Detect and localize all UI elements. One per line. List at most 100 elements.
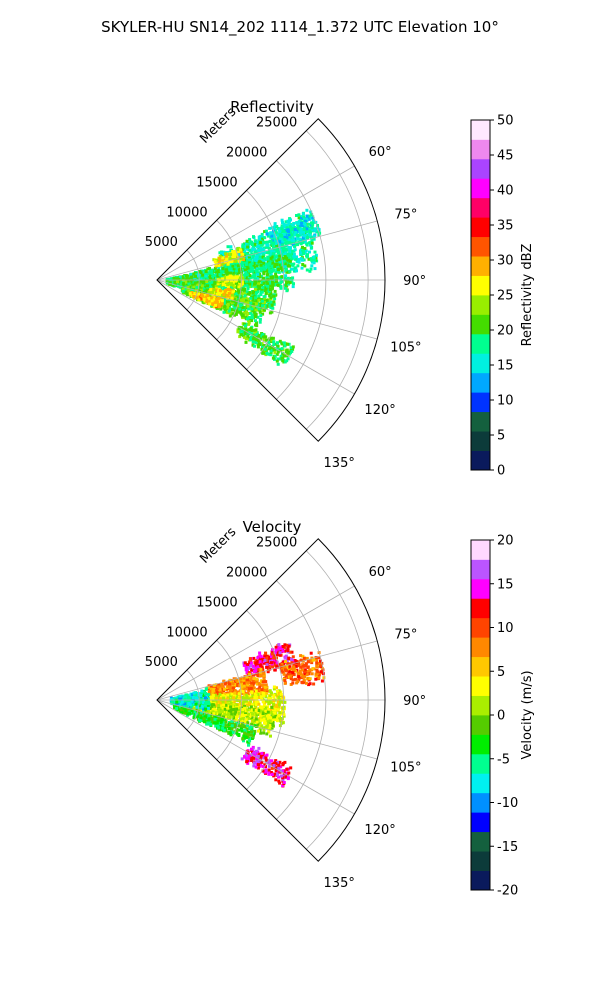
echo-gate <box>309 235 313 239</box>
echo-gate <box>250 269 254 273</box>
echo-gate <box>234 269 238 273</box>
echo-gate <box>259 246 263 250</box>
echo-gate <box>306 676 310 680</box>
echo-gate <box>215 298 219 301</box>
echo-gate <box>225 274 229 278</box>
echo-gate <box>254 268 258 272</box>
radial-tick-label: 10000 <box>166 205 207 220</box>
echo-gate <box>236 275 240 279</box>
echo-gate <box>228 686 232 690</box>
echo-gate <box>181 289 185 293</box>
echo-gate <box>305 227 309 231</box>
echo-gate <box>285 658 289 662</box>
echo-gate <box>244 242 248 246</box>
echo-gate <box>283 255 287 258</box>
echo-gate <box>239 683 243 687</box>
echo-gate <box>289 346 293 350</box>
echo-gate <box>238 680 242 684</box>
echo-gate <box>247 689 251 693</box>
echo-gate <box>284 251 288 255</box>
echo-gate <box>220 251 223 255</box>
reflectivity-panel: Reflectivity 500010000150002000025000Met… <box>145 98 535 479</box>
echo-gate <box>241 276 245 280</box>
echo-gate <box>316 670 320 674</box>
echo-gate <box>244 337 248 341</box>
echo-gate <box>233 689 237 693</box>
echo-gate <box>292 673 296 677</box>
echo-gate <box>280 241 284 245</box>
echo-gate <box>236 250 240 253</box>
echo-gate <box>255 334 259 338</box>
echo-gate <box>207 291 211 295</box>
echo-gate <box>210 299 214 303</box>
echo-gate <box>224 300 228 304</box>
echo-gate <box>238 267 242 271</box>
echo-gate <box>295 233 299 237</box>
echo-gate <box>261 304 264 308</box>
echo-gate <box>232 285 236 289</box>
echo-gate <box>308 250 311 254</box>
echo-gate <box>264 651 267 655</box>
echo-gate <box>287 258 290 262</box>
azimuth-tick-label: 90° <box>403 274 426 289</box>
echo-gate <box>263 308 266 312</box>
echo-gate <box>247 307 251 311</box>
echo-gate <box>222 687 226 691</box>
echo-gate <box>278 357 282 361</box>
echo-gate <box>319 659 322 663</box>
echo-gate <box>300 680 304 684</box>
echo-gate <box>277 695 281 699</box>
echo-gate <box>289 218 292 222</box>
echo-gate <box>214 303 218 307</box>
echo-gate <box>215 288 219 292</box>
echo-gate <box>284 268 288 272</box>
echo-gate <box>263 236 267 240</box>
echo-gate <box>194 273 198 277</box>
echo-gate <box>258 249 262 253</box>
echo-gate <box>282 259 286 263</box>
echo-gate <box>205 280 209 283</box>
echo-gate <box>220 299 224 303</box>
echo-gate <box>310 258 314 262</box>
echo-gate <box>177 277 181 281</box>
echo-gate <box>243 322 246 326</box>
echo-gate <box>199 297 203 300</box>
echo-gate <box>293 659 297 662</box>
echo-gate <box>292 252 296 256</box>
echo-gate <box>218 688 222 691</box>
echo-gate <box>247 312 251 315</box>
echo-gate <box>283 276 287 280</box>
echo-gate <box>176 284 180 288</box>
echo-gate <box>229 271 233 275</box>
echo-gate <box>250 243 254 247</box>
echo-gate <box>195 295 199 299</box>
echo-gate <box>283 679 287 682</box>
echo-gate <box>251 309 255 313</box>
echo-gate <box>276 350 280 354</box>
echo-gate <box>246 683 250 687</box>
echo-gate <box>271 232 275 236</box>
echo-gate <box>213 281 217 285</box>
echo-gate <box>239 329 243 333</box>
echo-gate <box>285 236 289 240</box>
echo-gate <box>274 708 278 712</box>
echo-gate <box>252 656 256 660</box>
echo-gate <box>292 269 296 273</box>
colorbar-segment <box>471 197 490 218</box>
echo-gate <box>294 677 298 681</box>
echo-gate <box>265 245 269 249</box>
echo-gate <box>230 294 234 298</box>
echo-gate <box>295 255 298 259</box>
echo-gate <box>254 328 258 332</box>
echo-gate <box>283 643 287 647</box>
echo-gate <box>275 653 279 657</box>
echo-gate <box>288 236 292 239</box>
echo-gate <box>292 666 296 670</box>
echo-gate <box>251 299 255 302</box>
echo-gate <box>285 281 289 285</box>
echo-gate <box>258 286 262 290</box>
echo-gate <box>301 668 305 672</box>
echo-gate <box>248 703 252 707</box>
echo-gate <box>309 651 313 655</box>
echo-gate <box>229 281 233 285</box>
